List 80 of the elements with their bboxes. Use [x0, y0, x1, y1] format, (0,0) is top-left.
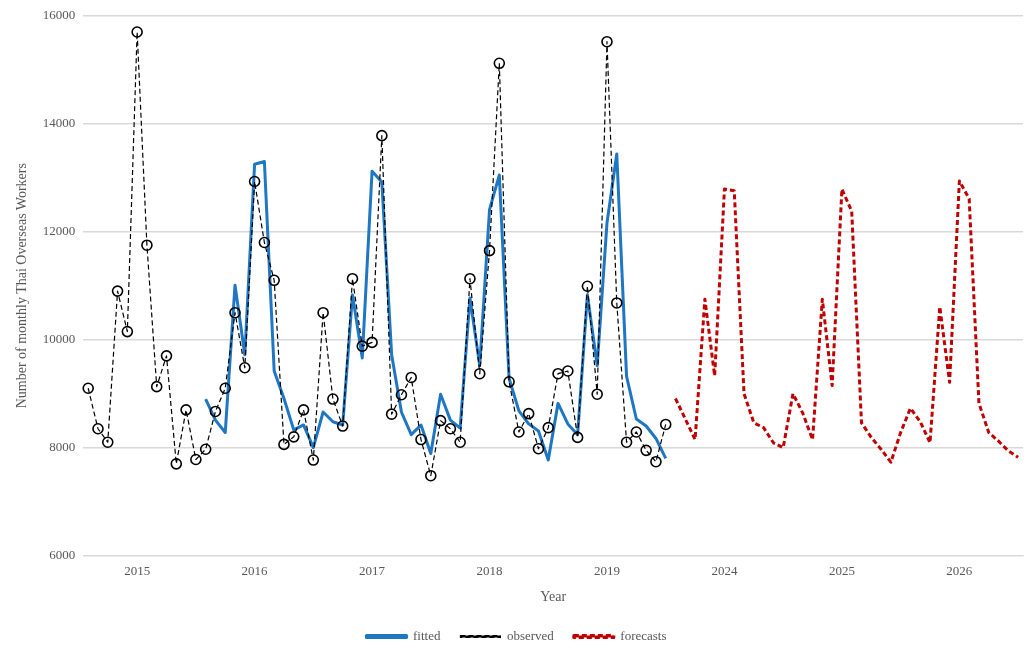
point [307, 454, 320, 466]
point [268, 274, 280, 287]
y-tick-label: 10000 [42, 331, 76, 347]
point [82, 382, 94, 395]
point [415, 433, 427, 446]
point [239, 361, 251, 374]
point [327, 393, 339, 405]
point [180, 404, 192, 416]
line-series [674, 179, 1020, 464]
point [571, 431, 584, 444]
point [229, 306, 241, 319]
x-tick-label: 2015 [124, 562, 151, 578]
point [473, 367, 486, 380]
point [464, 272, 476, 285]
y-tick-label: 12000 [42, 223, 76, 239]
point [92, 422, 104, 435]
legend-label: forecasts [620, 627, 667, 643]
point [522, 407, 535, 420]
x-tick-label: 2024 [711, 562, 738, 578]
point [376, 129, 388, 142]
point [385, 408, 398, 420]
point [141, 239, 153, 252]
point [219, 382, 232, 395]
x-tick-label: 2018 [476, 562, 503, 578]
point [278, 438, 290, 451]
point [630, 426, 643, 438]
point [513, 426, 525, 438]
point [248, 175, 261, 188]
point [150, 380, 163, 393]
y-tick-label: 6000 [49, 547, 76, 563]
point [650, 455, 662, 468]
point [287, 431, 300, 443]
legend-label: observed [506, 627, 555, 643]
point [562, 365, 574, 377]
point [620, 436, 633, 449]
point [160, 350, 173, 362]
x-tick-label: 2026 [946, 562, 973, 578]
point [199, 443, 212, 456]
point [532, 442, 545, 455]
point [346, 272, 359, 285]
point [640, 444, 652, 457]
point [111, 285, 124, 297]
x-tick-label: 2025 [828, 562, 855, 578]
point [552, 367, 564, 380]
point [601, 35, 613, 48]
point [395, 388, 408, 401]
point [434, 414, 447, 427]
point [503, 375, 515, 388]
y-tick-label: 14000 [42, 115, 76, 131]
point [336, 420, 349, 432]
point [581, 280, 594, 293]
point [542, 421, 555, 434]
point [170, 458, 183, 470]
x-tick-label: 2019 [593, 562, 620, 578]
point [297, 404, 310, 416]
point [424, 469, 437, 482]
y-tick-label: 16000 [42, 7, 76, 23]
point [209, 405, 222, 418]
y-axis-title: Number of monthly Thai Overseas Workers [14, 163, 30, 409]
point [366, 336, 378, 349]
point [483, 244, 496, 257]
point [444, 422, 457, 435]
x-tick-label: 2016 [241, 562, 269, 578]
point [356, 340, 369, 352]
point [190, 453, 202, 466]
point [659, 418, 672, 431]
point [131, 26, 143, 38]
point [121, 325, 134, 338]
x-axis-title: Year [540, 589, 567, 605]
x-tick-label: 2017 [359, 562, 386, 578]
point [454, 436, 466, 449]
point [610, 297, 623, 309]
point [317, 306, 329, 319]
point [405, 371, 418, 384]
legend-label: fitted [412, 627, 441, 643]
point [258, 236, 271, 249]
point [101, 436, 114, 449]
point [591, 388, 603, 400]
y-tick-label: 8000 [49, 439, 76, 455]
point [493, 57, 506, 70]
